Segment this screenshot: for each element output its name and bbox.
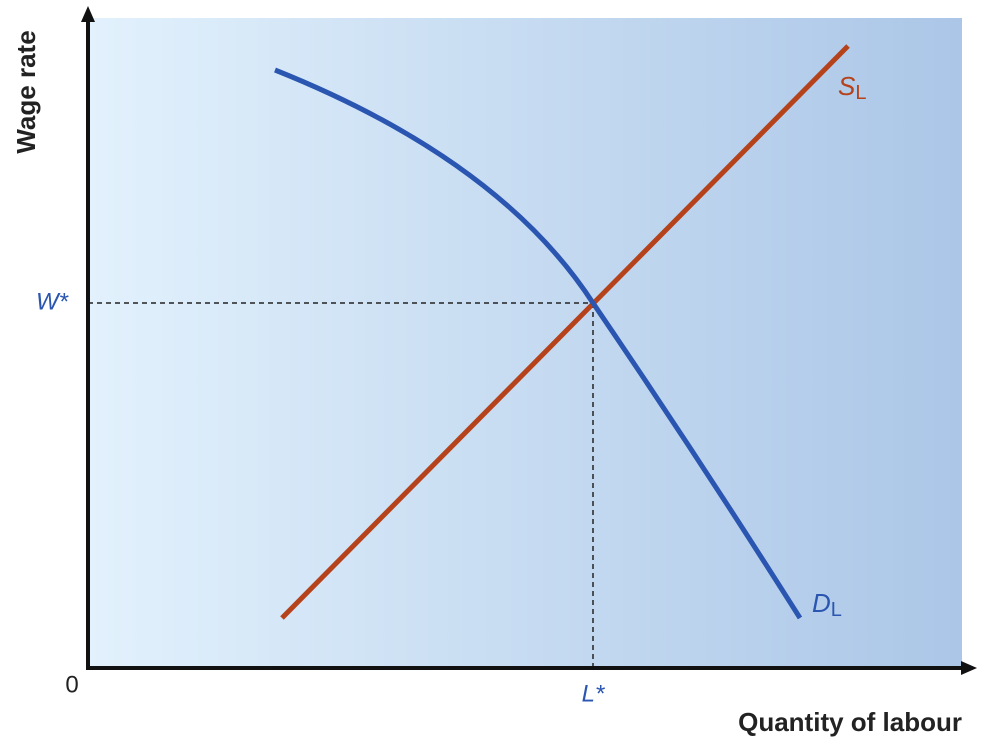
supply-curve <box>280 44 850 620</box>
y-axis-label: Wage rate <box>11 30 41 153</box>
supply-letter: S <box>838 71 856 101</box>
x-axis-label: Quantity of labour <box>738 707 962 737</box>
demand-label: DL <box>812 588 842 621</box>
y-axis-arrow <box>81 6 95 22</box>
wage-label: W* <box>36 288 69 315</box>
labour-label: L* <box>582 680 605 707</box>
plot-background <box>88 18 962 668</box>
demand-letter: D <box>812 588 831 618</box>
x-axis-arrow <box>961 661 977 675</box>
supply-subscript: L <box>855 82 866 104</box>
demand-curve <box>274 67 803 620</box>
origin-label: 0 <box>65 671 78 698</box>
supply-label: SL <box>838 71 866 104</box>
demand-subscript: L <box>831 599 842 621</box>
